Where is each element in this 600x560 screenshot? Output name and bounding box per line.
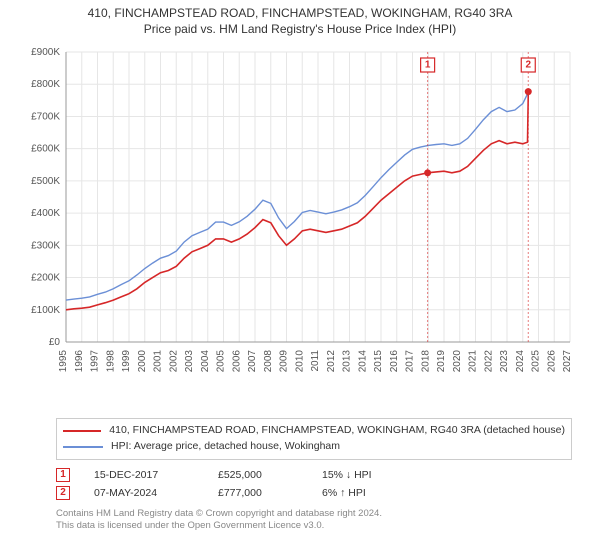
svg-text:£600K: £600K: [31, 144, 60, 155]
svg-text:2027: 2027: [562, 350, 573, 373]
chart-svg: £0 £100K £200K £300K £400K £500K £600K £700K £80…: [10, 42, 590, 412]
footer: Contains HM Land Registry data © Crown c…: [56, 508, 572, 534]
sale-price: £777,000: [218, 487, 298, 499]
svg-text:2009: 2009: [279, 350, 290, 373]
sale-pct: 15% ↓ HPI: [322, 469, 402, 481]
svg-text:£200K: £200K: [31, 273, 60, 284]
svg-text:2023: 2023: [499, 350, 510, 373]
legend: 410, FINCHAMPSTEAD ROAD, FINCHAMPSTEAD, …: [56, 418, 572, 460]
svg-text:2016: 2016: [389, 350, 400, 373]
footer-line: This data is licensed under the Open Gov…: [56, 520, 572, 533]
sale-marker-icon: 1: [56, 468, 70, 482]
svg-text:£400K: £400K: [31, 208, 60, 219]
svg-text:2018: 2018: [420, 350, 431, 373]
svg-text:2020: 2020: [452, 350, 463, 373]
svg-text:2004: 2004: [200, 350, 211, 373]
svg-text:2019: 2019: [436, 350, 447, 373]
svg-text:2021: 2021: [468, 350, 479, 373]
svg-text:1999: 1999: [121, 350, 132, 373]
sale-date: 07-MAY-2024: [94, 487, 194, 499]
svg-text:2: 2: [525, 60, 531, 71]
svg-text:£900K: £900K: [31, 47, 60, 58]
table-row: 2 07-MAY-2024 £777,000 6% ↑ HPI: [56, 484, 572, 502]
svg-text:2010: 2010: [294, 350, 305, 373]
svg-text:2014: 2014: [357, 350, 368, 373]
svg-text:1: 1: [425, 60, 431, 71]
svg-text:2015: 2015: [373, 350, 384, 373]
table-row: 1 15-DEC-2017 £525,000 15% ↓ HPI: [56, 466, 572, 484]
legend-row-red: 410, FINCHAMPSTEAD ROAD, FINCHAMPSTEAD, …: [63, 423, 565, 439]
svg-text:2003: 2003: [184, 350, 195, 373]
sale-marker-icon: 2: [56, 486, 70, 500]
legend-label-blue: HPI: Average price, detached house, Woki…: [111, 439, 340, 455]
svg-text:£800K: £800K: [31, 79, 60, 90]
svg-text:1998: 1998: [105, 350, 116, 373]
chart-area: £0 £100K £200K £300K £400K £500K £600K £700K £80…: [10, 42, 590, 412]
svg-text:2000: 2000: [137, 350, 148, 373]
svg-text:£500K: £500K: [31, 176, 60, 187]
svg-text:2006: 2006: [231, 350, 242, 373]
sale-date: 15-DEC-2017: [94, 469, 194, 481]
svg-text:£700K: £700K: [31, 111, 60, 122]
legend-row-blue: HPI: Average price, detached house, Woki…: [63, 439, 565, 455]
chart-subtitle: Price paid vs. HM Land Registry's House …: [10, 22, 590, 36]
svg-text:1995: 1995: [58, 350, 69, 373]
svg-text:1996: 1996: [74, 350, 85, 373]
svg-text:2008: 2008: [263, 350, 274, 373]
svg-text:2022: 2022: [483, 350, 494, 373]
chart-title: 410, FINCHAMPSTEAD ROAD, FINCHAMPSTEAD, …: [10, 6, 590, 20]
svg-text:2005: 2005: [216, 350, 227, 373]
svg-text:£100K: £100K: [31, 305, 60, 316]
legend-swatch-red: [63, 430, 101, 432]
svg-text:2012: 2012: [326, 350, 337, 373]
legend-label-red: 410, FINCHAMPSTEAD ROAD, FINCHAMPSTEAD, …: [109, 423, 565, 439]
sale-price: £525,000: [218, 469, 298, 481]
svg-text:1997: 1997: [90, 350, 101, 373]
svg-text:2011: 2011: [310, 350, 321, 372]
title-block: 410, FINCHAMPSTEAD ROAD, FINCHAMPSTEAD, …: [0, 0, 600, 38]
svg-text:2007: 2007: [247, 350, 258, 373]
svg-text:2024: 2024: [515, 350, 526, 373]
sale-pct: 6% ↑ HPI: [322, 487, 402, 499]
svg-text:2025: 2025: [531, 350, 542, 373]
footer-line: Contains HM Land Registry data © Crown c…: [56, 508, 572, 521]
svg-text:2026: 2026: [546, 350, 557, 373]
legend-swatch-blue: [63, 446, 103, 448]
sales-table: 1 15-DEC-2017 £525,000 15% ↓ HPI 2 07-MA…: [56, 466, 572, 502]
svg-text:£0: £0: [49, 337, 61, 348]
svg-text:2013: 2013: [342, 350, 353, 373]
svg-text:2002: 2002: [168, 350, 179, 373]
page-root: 410, FINCHAMPSTEAD ROAD, FINCHAMPSTEAD, …: [0, 0, 600, 560]
svg-text:2001: 2001: [153, 350, 164, 373]
svg-text:2017: 2017: [405, 350, 416, 373]
svg-text:£300K: £300K: [31, 240, 60, 251]
